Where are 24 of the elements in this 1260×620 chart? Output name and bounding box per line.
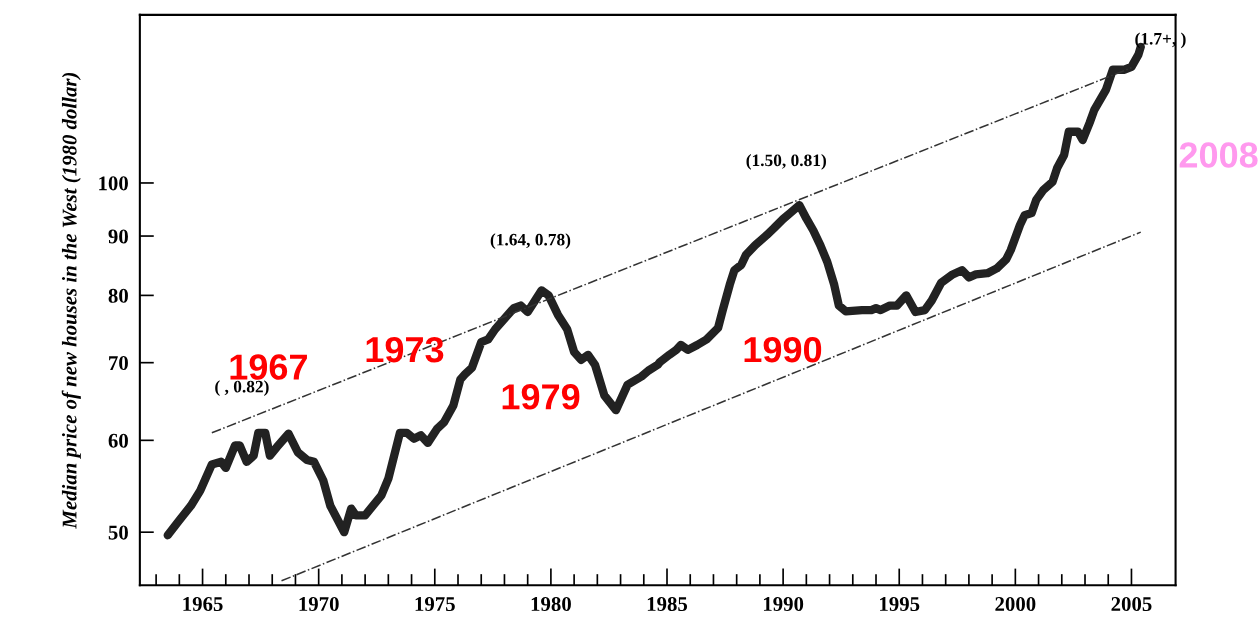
annotation: (1.50, 0.81) xyxy=(746,153,826,170)
y-tick-label: 80 xyxy=(108,288,128,303)
x-tick-label: 1965 xyxy=(183,597,223,612)
annotation: ( , 0.82) xyxy=(215,380,269,396)
x-tick-label: 1970 xyxy=(299,596,339,612)
x-tick-label: 1995 xyxy=(880,597,920,612)
x-tick-label: 2005 xyxy=(1111,596,1152,612)
y-tick-label: 50 xyxy=(108,525,128,540)
text: 2008 xyxy=(1179,142,1258,168)
y-tick-label: 90 xyxy=(108,229,128,244)
annotation: (1.64, 0.78) xyxy=(490,233,571,250)
x-tick-label: 1990 xyxy=(763,596,804,612)
x-tick-label: 1980 xyxy=(531,596,571,612)
annotation: 1979 xyxy=(502,384,580,410)
x-tick-label: 2000 xyxy=(995,596,1036,612)
y-tick-label: 70 xyxy=(109,356,128,371)
annotation: 1967 xyxy=(230,354,307,380)
x-tick-label: 1985 xyxy=(647,596,688,612)
y-axis-title: Median price of new houses in the West (1980 dollar) xyxy=(61,72,81,529)
annotation: 1990 xyxy=(744,336,822,363)
x-tick-label: 1975 xyxy=(415,597,455,612)
y-tick-label: 100 xyxy=(99,176,128,191)
y-tick-label: 60 xyxy=(108,433,128,448)
annotation: (1.7+, ) xyxy=(1135,32,1186,49)
